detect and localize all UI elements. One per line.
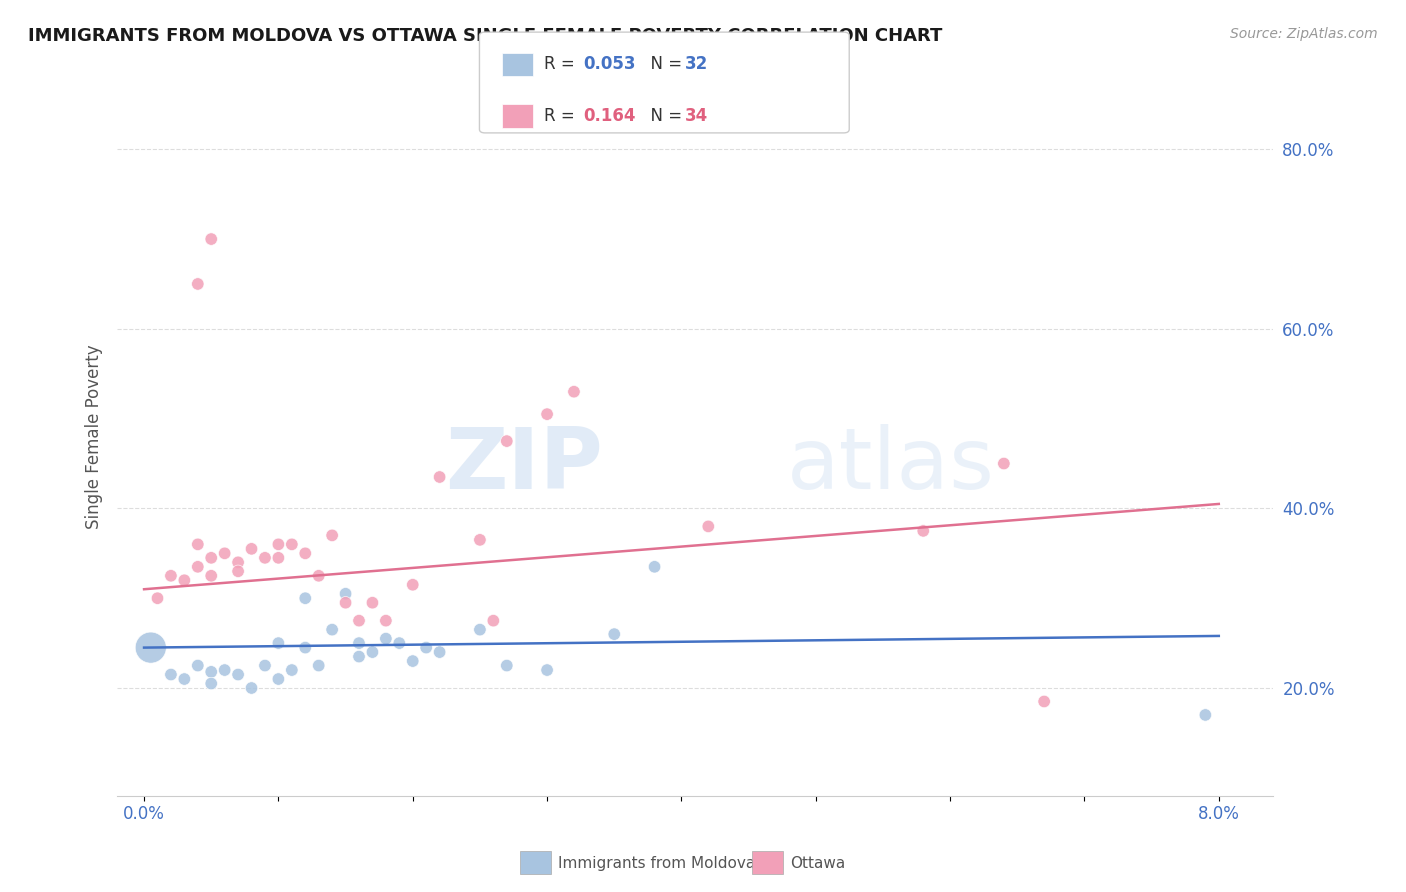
Point bbox=[468, 533, 491, 547]
Point bbox=[321, 623, 343, 637]
Point bbox=[388, 636, 411, 650]
Point bbox=[200, 232, 222, 246]
Point bbox=[294, 591, 316, 606]
Point bbox=[993, 457, 1015, 471]
Point bbox=[253, 550, 276, 565]
Text: 34: 34 bbox=[685, 107, 709, 125]
Point bbox=[644, 559, 666, 574]
Text: Source: ZipAtlas.com: Source: ZipAtlas.com bbox=[1230, 27, 1378, 41]
Point bbox=[160, 568, 183, 582]
Point bbox=[187, 277, 209, 291]
Point bbox=[482, 614, 505, 628]
Text: 0.164: 0.164 bbox=[583, 107, 636, 125]
Text: IMMIGRANTS FROM MOLDOVA VS OTTAWA SINGLE FEMALE POVERTY CORRELATION CHART: IMMIGRANTS FROM MOLDOVA VS OTTAWA SINGLE… bbox=[28, 27, 942, 45]
Point bbox=[226, 555, 249, 569]
Point bbox=[200, 676, 222, 690]
Point bbox=[173, 574, 195, 588]
Point bbox=[240, 541, 263, 556]
Point bbox=[200, 665, 222, 679]
Point bbox=[495, 658, 517, 673]
Point bbox=[347, 636, 370, 650]
Point bbox=[335, 587, 357, 601]
Point bbox=[429, 470, 451, 484]
Point bbox=[1194, 708, 1216, 723]
Point bbox=[214, 663, 236, 677]
Point bbox=[374, 614, 396, 628]
Point bbox=[281, 663, 304, 677]
Point bbox=[402, 654, 425, 668]
Point bbox=[536, 407, 558, 421]
Point bbox=[253, 658, 276, 673]
Point bbox=[429, 645, 451, 659]
Point bbox=[402, 578, 425, 592]
Point bbox=[226, 564, 249, 578]
Point bbox=[200, 568, 222, 582]
Point bbox=[347, 614, 370, 628]
Point bbox=[173, 672, 195, 686]
Point bbox=[308, 568, 330, 582]
Point bbox=[187, 559, 209, 574]
Y-axis label: Single Female Poverty: Single Female Poverty bbox=[86, 344, 103, 529]
Point bbox=[321, 528, 343, 542]
Point bbox=[187, 658, 209, 673]
Text: Immigrants from Moldova: Immigrants from Moldova bbox=[558, 856, 755, 871]
Point bbox=[187, 537, 209, 551]
Text: atlas: atlas bbox=[787, 424, 995, 507]
Point bbox=[294, 546, 316, 560]
Point bbox=[1033, 694, 1056, 708]
Point bbox=[374, 632, 396, 646]
Text: N =: N = bbox=[640, 107, 688, 125]
Text: R =: R = bbox=[544, 107, 585, 125]
Point bbox=[267, 672, 290, 686]
Point bbox=[200, 550, 222, 565]
Point bbox=[495, 434, 517, 448]
Text: 0.053: 0.053 bbox=[583, 55, 636, 73]
Text: Ottawa: Ottawa bbox=[790, 856, 845, 871]
Text: 32: 32 bbox=[685, 55, 709, 73]
Text: N =: N = bbox=[640, 55, 688, 73]
Point bbox=[697, 519, 720, 533]
Point bbox=[912, 524, 935, 538]
Text: ZIP: ZIP bbox=[444, 424, 602, 507]
Point bbox=[226, 667, 249, 681]
Point bbox=[146, 591, 169, 606]
Point bbox=[267, 537, 290, 551]
Point bbox=[361, 645, 384, 659]
Point bbox=[281, 537, 304, 551]
Point bbox=[294, 640, 316, 655]
Point bbox=[468, 623, 491, 637]
Point bbox=[267, 636, 290, 650]
Point bbox=[536, 663, 558, 677]
Text: R =: R = bbox=[544, 55, 581, 73]
Point bbox=[308, 658, 330, 673]
Point bbox=[267, 550, 290, 565]
Point bbox=[240, 681, 263, 695]
Point bbox=[347, 649, 370, 664]
Point bbox=[335, 596, 357, 610]
Point bbox=[562, 384, 585, 399]
Point bbox=[139, 640, 162, 655]
Point bbox=[361, 596, 384, 610]
Point bbox=[214, 546, 236, 560]
Point bbox=[603, 627, 626, 641]
Point bbox=[415, 640, 437, 655]
Point bbox=[160, 667, 183, 681]
